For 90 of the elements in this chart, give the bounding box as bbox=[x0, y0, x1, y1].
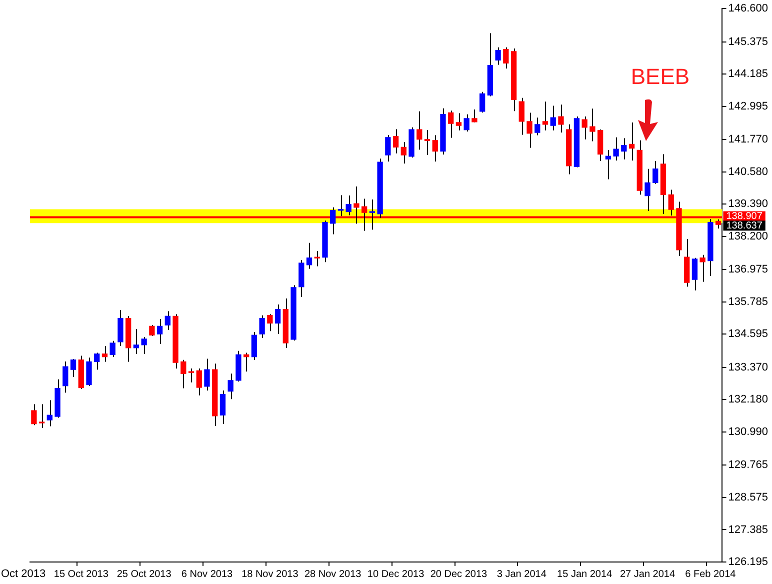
candlestick bbox=[385, 134, 391, 162]
y-tick-label: 144.185 bbox=[728, 68, 768, 80]
candlestick bbox=[102, 345, 108, 362]
y-tick-label: 129.765 bbox=[728, 459, 768, 472]
candlestick bbox=[369, 199, 376, 230]
candlestick bbox=[156, 318, 163, 344]
y-tick-label: 146.600 bbox=[728, 2, 768, 15]
y-tick-label: 128.575 bbox=[728, 491, 768, 504]
candlestick bbox=[613, 136, 619, 161]
candlestick bbox=[432, 134, 438, 162]
candlestick bbox=[196, 368, 202, 396]
candlestick bbox=[133, 328, 140, 354]
x-tick-label: 28 Nov 2013 bbox=[304, 568, 362, 580]
candlestick bbox=[605, 150, 612, 180]
candlestick bbox=[267, 314, 273, 332]
y-tick-label: 139.390 bbox=[728, 198, 768, 210]
y-tick-label: 142.995 bbox=[728, 100, 768, 112]
y-tick-label: 130.990 bbox=[728, 426, 768, 438]
candlestick bbox=[188, 368, 194, 383]
x-tick-label: 3 Jan 2014 bbox=[496, 568, 547, 580]
y-tick-label: 132.180 bbox=[728, 394, 768, 406]
text: 138.637 bbox=[726, 220, 763, 232]
x-tick-label: 6 Feb 2014 bbox=[685, 568, 736, 580]
x-tick-label: 25 Oct 2013 bbox=[116, 568, 172, 580]
candlestick bbox=[220, 390, 226, 424]
candlestick bbox=[479, 91, 486, 113]
y-tick-label: 138.200 bbox=[728, 230, 768, 242]
candlestick bbox=[542, 101, 548, 131]
x-tick-label: 15 Jan 2014 bbox=[557, 568, 613, 580]
y-tick-label: 145.375 bbox=[728, 36, 768, 48]
candlestick bbox=[534, 117, 540, 136]
y-tick-label: 133.370 bbox=[728, 361, 768, 374]
candlestick bbox=[644, 168, 650, 212]
candlestick bbox=[518, 97, 524, 136]
y-tick-label: 135.785 bbox=[728, 296, 768, 308]
candlestick bbox=[149, 324, 155, 336]
candlestick bbox=[70, 358, 76, 378]
candlestick bbox=[692, 257, 698, 291]
candlestick bbox=[180, 359, 186, 389]
candlestick bbox=[400, 142, 406, 164]
candlestick bbox=[62, 360, 68, 394]
candlestick bbox=[251, 332, 258, 360]
candlestick bbox=[38, 404, 45, 428]
candlestick bbox=[94, 352, 100, 370]
candlestick bbox=[164, 310, 170, 330]
x-tick-label: 18 Nov 2013 bbox=[242, 568, 299, 580]
candlestick bbox=[228, 373, 234, 400]
candlestick bbox=[700, 254, 706, 282]
y-tick-label: 127.385 bbox=[728, 524, 768, 536]
candlestick bbox=[464, 114, 470, 132]
candlestick bbox=[472, 108, 478, 123]
candlestick bbox=[582, 116, 588, 140]
candlestick bbox=[621, 138, 627, 160]
y-tick-label: 134.595 bbox=[728, 328, 768, 340]
candlestick bbox=[274, 304, 281, 335]
y-tick-label: 136.975 bbox=[728, 264, 768, 276]
candlestick bbox=[526, 112, 532, 148]
annotation: BEEB bbox=[630, 64, 690, 90]
x-tick-label: 27 Jan 2014 bbox=[620, 568, 676, 580]
y-tick-label: 141.770 bbox=[728, 134, 768, 146]
candlestick bbox=[86, 357, 92, 386]
candlestick bbox=[590, 108, 596, 142]
candlestick bbox=[503, 46, 509, 70]
x-tick-label: 20 Dec 2013 bbox=[430, 568, 488, 580]
candlestick bbox=[306, 242, 312, 270]
y-tick-label: 126.195 bbox=[728, 556, 768, 568]
candlestick bbox=[424, 130, 430, 156]
candlestick bbox=[330, 206, 336, 235]
x-tick-label: 15 Oct 2013 bbox=[54, 568, 109, 580]
candlestick bbox=[204, 358, 210, 391]
y-tick-label: 140.580 bbox=[728, 166, 768, 178]
candlestick bbox=[346, 194, 352, 216]
candlestick bbox=[416, 110, 422, 150]
text: Oct 2013 bbox=[1, 568, 46, 580]
candlestick bbox=[652, 160, 658, 184]
candlestick bbox=[46, 400, 52, 427]
candlestick bbox=[448, 110, 454, 138]
candlestick bbox=[495, 46, 501, 66]
candlestick bbox=[259, 314, 265, 338]
x-tick-label: 10 Dec 2013 bbox=[367, 568, 425, 580]
x-tick-label: 6 Nov 2013 bbox=[181, 568, 233, 580]
candlestick bbox=[628, 122, 635, 161]
candlestick bbox=[110, 340, 116, 358]
ref-line-label: 138.907 bbox=[726, 210, 763, 222]
candlestick bbox=[31, 404, 37, 426]
candlestick bbox=[456, 112, 462, 131]
candlestick bbox=[558, 104, 564, 134]
candlestick bbox=[141, 336, 147, 354]
candlestick bbox=[392, 128, 399, 154]
candlestick bbox=[550, 105, 556, 131]
